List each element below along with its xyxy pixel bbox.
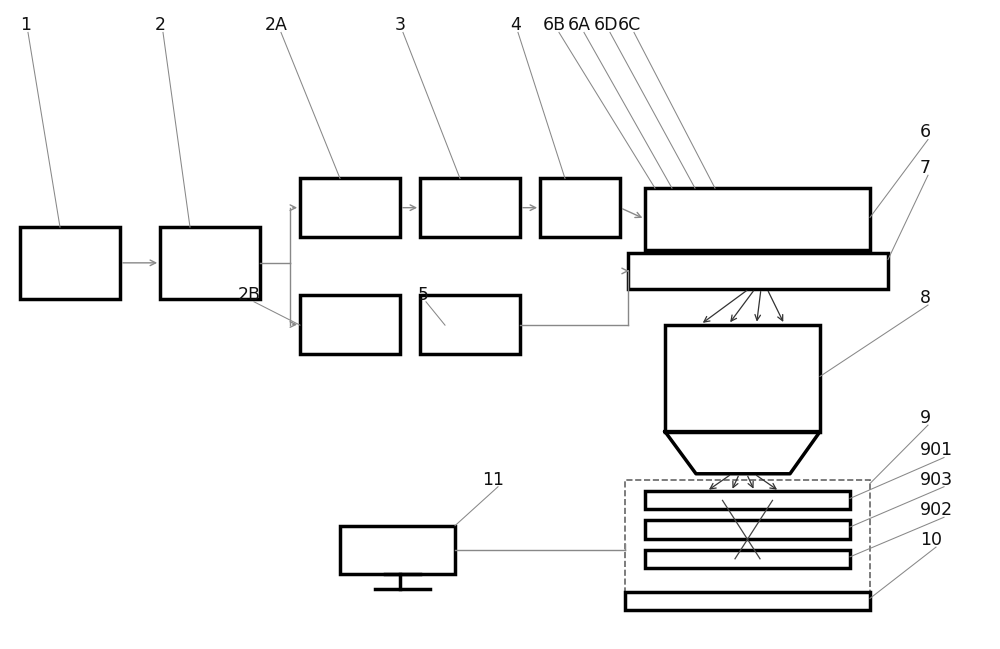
Bar <box>540 178 620 237</box>
Bar <box>628 253 888 289</box>
Text: 4: 4 <box>510 16 521 34</box>
Bar <box>420 178 520 237</box>
Bar <box>625 592 870 610</box>
Text: 6C: 6C <box>618 16 641 34</box>
Text: 1: 1 <box>20 16 31 34</box>
Bar <box>20 227 120 299</box>
Text: 2A: 2A <box>265 16 288 34</box>
Text: 6D: 6D <box>594 16 618 34</box>
Text: 2B: 2B <box>238 286 261 304</box>
Text: 3: 3 <box>395 16 406 34</box>
Bar <box>420 295 520 354</box>
Text: 902: 902 <box>920 501 953 519</box>
Bar <box>665 324 820 432</box>
Bar <box>340 526 455 574</box>
Text: 7: 7 <box>920 159 931 177</box>
Bar <box>645 188 870 250</box>
Text: 2: 2 <box>155 16 166 34</box>
Bar <box>300 178 400 237</box>
Text: 6B: 6B <box>543 16 566 34</box>
Text: 10: 10 <box>920 531 942 549</box>
Text: 6A: 6A <box>568 16 591 34</box>
Bar <box>645 520 850 539</box>
Text: 8: 8 <box>920 289 931 307</box>
Text: 9: 9 <box>920 409 931 427</box>
Bar <box>300 295 400 354</box>
Text: 901: 901 <box>920 441 953 459</box>
Bar <box>645 491 850 509</box>
Bar <box>160 227 260 299</box>
Bar <box>645 550 850 568</box>
Text: 11: 11 <box>482 471 504 489</box>
Text: 903: 903 <box>920 471 953 489</box>
Text: 6: 6 <box>920 123 931 141</box>
Text: 5: 5 <box>418 286 429 304</box>
Bar <box>625 480 870 607</box>
